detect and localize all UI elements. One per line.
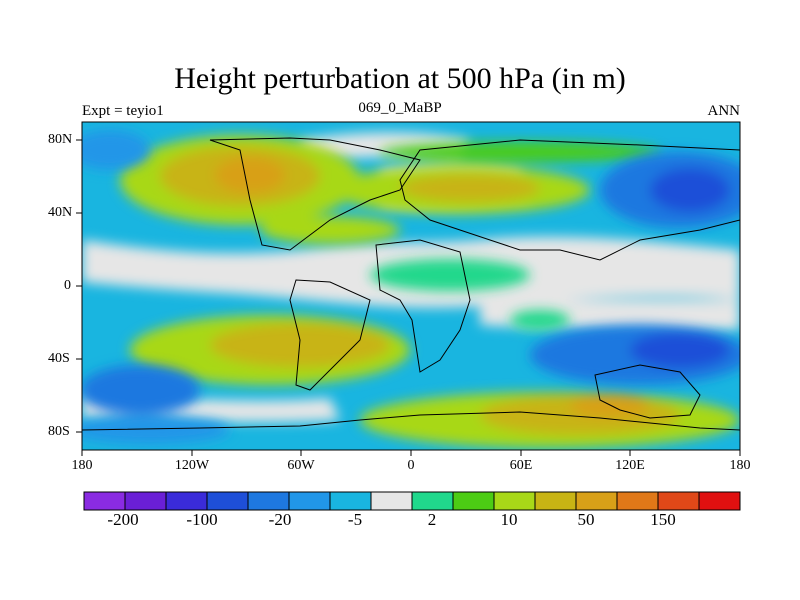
- npac-positive-core: [215, 157, 285, 193]
- lon-label-60w: 60W: [287, 458, 315, 473]
- colorbar-label: 150: [650, 510, 676, 529]
- colorbar-label: -20: [268, 510, 292, 529]
- colorbar-swatch: [288, 491, 331, 511]
- colorbar-swatch: [165, 491, 208, 511]
- lon-label-180e: 180: [729, 458, 751, 473]
- colorbar-swatch: [534, 491, 577, 511]
- eurasia-positive-inner: [400, 174, 540, 202]
- spac-negative: [82, 365, 200, 415]
- colorbar-label: 50: [577, 510, 595, 529]
- lat-label-40n: 40N: [48, 205, 73, 220]
- eurasia-outline: [399, 139, 740, 261]
- colorbar-label: -100: [186, 510, 218, 529]
- continent-outlines: [82, 137, 740, 431]
- arctic-positive: [380, 142, 660, 162]
- colorbar-swatch: [616, 491, 659, 511]
- axis-ticks: [76, 139, 741, 456]
- period-label: 069_0_MaBP: [358, 100, 442, 116]
- season-label: ANN: [707, 103, 741, 119]
- lat-label-80n: 80N: [48, 132, 73, 147]
- sindian-negative-core: [630, 332, 730, 368]
- plot-title: Height perturbation at 500 hPa (in m): [174, 62, 626, 95]
- colorbar-label: -5: [347, 510, 363, 529]
- colorbar-swatch: [575, 491, 618, 511]
- indian-positive: [510, 310, 570, 330]
- colorbar-swatch: [370, 491, 413, 511]
- lat-label-80s: 80S: [48, 424, 70, 439]
- south-america-outline: [289, 279, 371, 391]
- natl-positive: [260, 216, 400, 244]
- colorbar-label: 10: [500, 510, 518, 529]
- antarctica-outline: [82, 411, 740, 431]
- colorbar-swatch: [493, 491, 536, 511]
- colorbar-label: 2: [427, 510, 437, 529]
- antarctic-negative: [82, 416, 230, 444]
- colorbar-swatch: [698, 491, 741, 511]
- colorbar-swatch: [83, 491, 126, 511]
- colorbar-swatch: [452, 491, 495, 511]
- colorbar-swatch: [247, 491, 290, 511]
- colorbar-swatch: [411, 491, 454, 511]
- colorbar-swatch: [657, 491, 700, 511]
- contour-field: [82, 122, 740, 450]
- colorbar-swatch: [329, 491, 372, 511]
- north-america-outline: [209, 137, 421, 251]
- colorbar: [83, 491, 741, 511]
- lon-label-120e: 120E: [615, 458, 645, 473]
- lon-label-120w: 120W: [174, 458, 210, 473]
- lat-label-40s: 40S: [48, 351, 70, 366]
- alaska-negative: [82, 130, 150, 170]
- lon-label-180w: 180: [71, 458, 93, 473]
- africa-positive: [370, 259, 530, 291]
- australia-outline: [594, 364, 701, 419]
- colorbar-swatch: [124, 491, 167, 511]
- lon-label-0: 0: [407, 458, 415, 473]
- lat-label-0: 0: [64, 278, 71, 293]
- africa-outline: [375, 239, 471, 373]
- colorbar-swatch: [206, 491, 249, 511]
- colorbar-label: -200: [107, 510, 139, 529]
- eastasia-negative-core: [650, 168, 730, 212]
- experiment-label: Expt = teyio1: [82, 103, 164, 119]
- lon-label-60e: 60E: [509, 458, 533, 473]
